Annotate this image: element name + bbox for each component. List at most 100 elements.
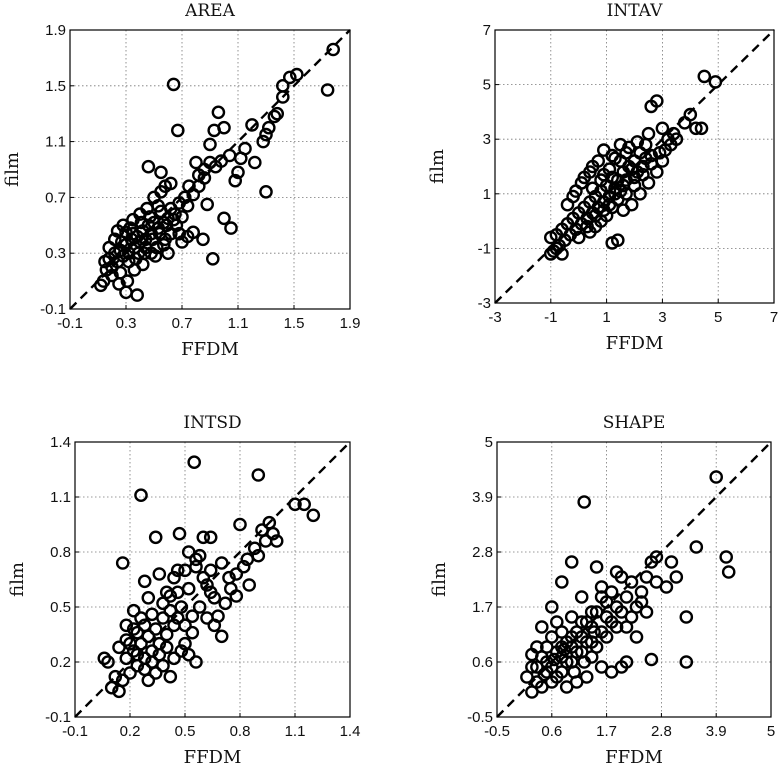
data-point <box>200 578 214 592</box>
y-tick-label: -3 <box>478 295 491 312</box>
data-point <box>222 570 236 585</box>
data-point <box>255 523 269 537</box>
x-axis-label: FFDM <box>606 333 664 354</box>
y-tick-label: 0.8 <box>50 544 71 561</box>
data-point <box>574 590 589 604</box>
data-point <box>697 69 712 84</box>
y-tick-label: 0.5 <box>50 599 71 616</box>
x-tick-label: 0.5 <box>175 723 196 740</box>
data-point <box>585 159 600 174</box>
data-point <box>110 224 125 238</box>
panel-intav: -3 -1 1 3 5 7 -3 -1 1 3 5 7 INTAV FFDM film <box>427 1 778 354</box>
data-point <box>259 184 273 199</box>
data-point <box>589 640 604 654</box>
y-axis-label: film <box>429 562 450 597</box>
data-point <box>261 120 276 135</box>
data-point <box>530 675 544 689</box>
data-point <box>203 530 218 545</box>
data-point <box>123 666 137 680</box>
data-point <box>148 249 163 263</box>
data-point <box>546 244 561 258</box>
y-axis-label: film <box>427 149 448 184</box>
data-point <box>630 165 645 179</box>
data-point <box>258 534 273 548</box>
data-point <box>555 640 569 654</box>
data-point <box>104 680 119 695</box>
y-tick-label: 0.2 <box>50 654 71 671</box>
data-point <box>214 629 229 644</box>
data-point <box>555 575 569 589</box>
y-tick-label: 0.7 <box>45 189 66 206</box>
data-point <box>217 211 231 226</box>
data-point <box>605 148 620 163</box>
y-tick-label: 1.7 <box>472 599 493 616</box>
data-point <box>187 455 201 470</box>
data-point <box>545 630 559 644</box>
data-point <box>126 644 141 658</box>
data-point <box>203 563 218 578</box>
y-tick-label: 0.6 <box>472 654 493 671</box>
data-point <box>178 618 192 633</box>
y-tick-label: 1.4 <box>50 434 71 451</box>
data-point <box>709 470 724 484</box>
y-axis-label: film <box>2 152 23 187</box>
data-point <box>282 70 297 85</box>
data-point <box>535 620 549 634</box>
data-point <box>574 615 589 629</box>
data-point <box>599 630 614 644</box>
y-tick-label: 5 <box>485 434 493 451</box>
data-point <box>152 567 167 581</box>
data-point <box>120 274 135 288</box>
data-point <box>689 121 703 136</box>
data-point <box>197 171 212 185</box>
y-tick-label: 0.3 <box>45 245 66 262</box>
data-point <box>130 288 144 302</box>
data-point <box>156 596 170 611</box>
x-tick-label: -0.5 <box>484 723 510 740</box>
data-point <box>589 560 604 574</box>
data-point <box>203 585 218 600</box>
data-point <box>196 530 211 545</box>
data-point <box>189 655 203 669</box>
x-tick-label: 0.3 <box>116 315 137 332</box>
data-point <box>175 210 189 224</box>
x-tick-label: 1.1 <box>228 315 249 332</box>
data-point <box>634 585 649 599</box>
data-point <box>156 658 170 673</box>
data-point <box>537 667 552 682</box>
data-point <box>619 173 633 187</box>
data-point <box>652 145 667 160</box>
data-point <box>207 618 222 633</box>
data-point <box>119 225 133 240</box>
data-point <box>166 77 181 92</box>
x-tick-label: 1.7 <box>596 723 617 740</box>
panel-intsd: -0.1 0.2 0.5 0.8 1.1 1.4 -0.1 0.2 0.5 0.8 1.1 1.4 IN… <box>7 413 360 768</box>
data-point <box>142 210 157 224</box>
x-tick-label: -0.1 <box>62 723 88 740</box>
data-point <box>270 106 285 121</box>
data-point <box>170 123 185 138</box>
data-point <box>669 570 684 584</box>
data-point <box>559 655 574 669</box>
data-point <box>664 555 679 569</box>
data-point <box>535 650 549 664</box>
data-point <box>145 607 159 622</box>
y-tick-label: -0.1 <box>40 301 66 318</box>
data-point <box>112 684 126 699</box>
data-point <box>655 121 670 136</box>
data-point <box>181 647 196 662</box>
data-point <box>629 630 644 644</box>
data-point <box>613 184 628 198</box>
data-point <box>200 611 214 625</box>
data-point <box>229 567 244 581</box>
data-point <box>306 508 321 523</box>
data-point <box>152 226 167 241</box>
chart-title: INTAV <box>607 1 663 21</box>
y-tick-label: 1.5 <box>45 78 66 95</box>
x-tick-label: 5 <box>714 309 722 326</box>
data-point <box>297 497 312 512</box>
data-point <box>97 651 112 666</box>
data-point <box>200 197 214 212</box>
data-point <box>196 570 211 585</box>
